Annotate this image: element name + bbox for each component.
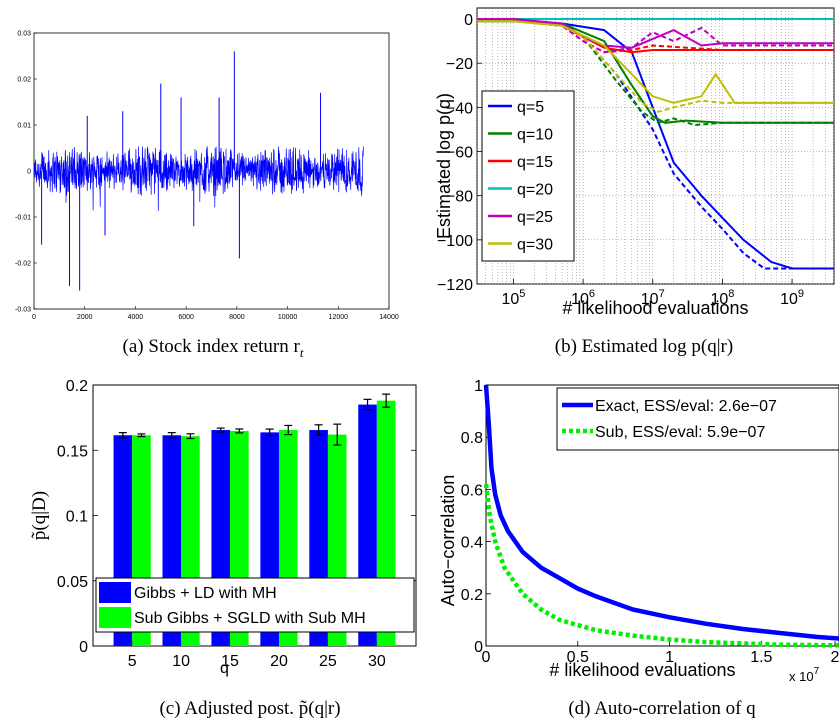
a-x-tick-label: 2000 (77, 314, 93, 321)
a-x-tick-label: 4000 (128, 314, 144, 321)
b-x-tick-label: 106 (571, 288, 595, 308)
b-x-tick-label: 108 (710, 288, 734, 308)
c-x-tick-label: 20 (270, 653, 288, 670)
c-x-tick-label: 5 (128, 653, 137, 670)
b-series-line-q5-dashed (477, 20, 834, 270)
d-y-tick-label: 1 (474, 378, 483, 395)
d-y-tick-label: 0 (474, 639, 483, 656)
b-legend-label: q=15 (517, 154, 553, 171)
b-series-line-q10-dashed (477, 20, 834, 127)
a-x-tick-label: 10000 (278, 314, 298, 321)
c-x-tick-label: 25 (319, 653, 337, 670)
b-y-axis-label: Estimated log p(q) (434, 93, 454, 239)
b-x-tick-label: 107 (641, 288, 665, 308)
d-y-tick-label: 0.4 (461, 535, 483, 552)
b-legend-label: q=30 (517, 237, 553, 254)
c-legend-box (95, 577, 415, 633)
d-x-axis-label: # likelihood evaluations (549, 660, 735, 680)
a-y-tick-label: 0.01 (17, 123, 31, 130)
b-legend-label: q=20 (517, 182, 553, 199)
b-y-tick-label: −100 (437, 233, 473, 250)
d-x-tick-label: 0 (482, 649, 491, 666)
c-y-tick-label: 0.2 (66, 378, 88, 395)
caption-a: (a) Stock index return rt (123, 336, 304, 360)
d-legend-box (556, 387, 839, 451)
c-x-tick-label: 10 (172, 653, 190, 670)
a-x-tick-label: 6000 (178, 314, 194, 321)
b-legend-label: q=25 (517, 209, 553, 226)
b-series-line-q25-dashed (477, 18, 834, 54)
b-series-line-q15-solid (477, 18, 834, 54)
a-return-series (33, 146, 364, 211)
d-x-tick-label: 2 (831, 649, 839, 666)
d-y-tick-label: 0.2 (461, 587, 483, 604)
d-legend-label: Sub, ESS/eval: 5.9e−07 (595, 424, 765, 441)
a-y-tick-label: -0.03 (15, 307, 31, 314)
caption-c: (c) Adjusted post. p̃(q|r) (159, 698, 340, 719)
b-series-group (477, 18, 834, 270)
d-x-tick-label: 1.5 (750, 649, 772, 666)
a-y-tick-label: 0 (27, 169, 31, 176)
b-y-tick-label: −120 (437, 277, 473, 294)
panel-d-plot: 0 0.2 0.4 0.6 0.8 1 0 0.5 1 1.5 2 # likelihood eval… (438, 378, 839, 684)
panel-b-plot: 0 −20 −40 −60 −80 −100 −120 105 106 107 108 109 # li… (434, 8, 835, 318)
b-y-tick-label: −80 (446, 189, 473, 206)
b-series-line-q30-solid (477, 20, 834, 104)
c-legend-label: Gibbs + LD with MH (134, 585, 277, 602)
d-x-tick-label: 1 (665, 649, 674, 666)
b-y-tick-label: −40 (446, 100, 473, 117)
d-y-tick-label: 0.6 (461, 482, 483, 499)
a-x-tick-label: 12000 (329, 314, 349, 321)
d-series-line-exact (483, 384, 839, 641)
b-series-line-q30-dashed (477, 20, 834, 113)
panel-c-plot: 0 0.05 0.1 0.15 0.2 5 10 15 20 25 30 q p̃(q|D) Gibbs … (29, 378, 416, 677)
a-y-tick-label: 0.02 (17, 77, 31, 84)
a-y-tick-label: 0.03 (17, 31, 31, 38)
b-legend-box (481, 90, 575, 262)
c-y-axis-label: p̃(q|D) (29, 491, 50, 540)
caption-b: (b) Estimated log p(q|r) (555, 336, 733, 357)
d-y-tick-label: 0.8 (461, 430, 483, 447)
c-y-tick-label: 0.05 (57, 574, 88, 591)
c-x-axis-label: q (220, 660, 229, 677)
caption-d: (d) Auto-correlation of q (568, 698, 756, 719)
c-legend-label: Sub Gibbs + SGLD with Sub MH (134, 610, 366, 627)
c-legend-swatch (99, 582, 131, 603)
d-legend-label: Exact, ESS/eval: 2.6e−07 (595, 398, 777, 415)
d-y-axis-label: Auto−correlation (438, 475, 458, 607)
b-x-axis-label: # likelihood evaluations (562, 298, 748, 318)
b-y-tick-label: −60 (446, 145, 473, 162)
d-x-multiplier: x 107 (789, 666, 820, 684)
c-y-tick-label: 0.1 (66, 509, 88, 526)
a-y-tick-label: -0.02 (15, 261, 31, 268)
b-x-tick-label: 105 (501, 288, 525, 308)
a-x-tick-label: 8000 (229, 314, 245, 321)
c-y-tick-label: 0.15 (57, 443, 88, 460)
b-legend-label: q=5 (517, 99, 544, 116)
c-legend-swatch (99, 607, 131, 628)
a-x-tick-label: 14000 (379, 314, 399, 321)
a-y-tick-label: -0.01 (15, 215, 31, 222)
c-x-tick-label: 15 (221, 653, 239, 670)
panel-d-frame (485, 384, 839, 647)
d-x-tick-label: 0.5 (567, 649, 589, 666)
panel-a-plot: 0 2000 4000 6000 8000 10000 12000 14000 -0.03 -0.… (15, 31, 399, 322)
c-y-tick-label: 0 (79, 639, 88, 656)
b-series-line-q15-dashed (477, 18, 834, 54)
c-x-tick-label: 30 (368, 653, 386, 670)
b-x-tick-label: 109 (780, 288, 804, 308)
a-x-tick-label: 0 (32, 314, 36, 321)
b-y-tick-label: −20 (446, 56, 473, 73)
b-legend-label: q=10 (517, 127, 553, 144)
b-y-tick-label: 0 (464, 12, 473, 29)
